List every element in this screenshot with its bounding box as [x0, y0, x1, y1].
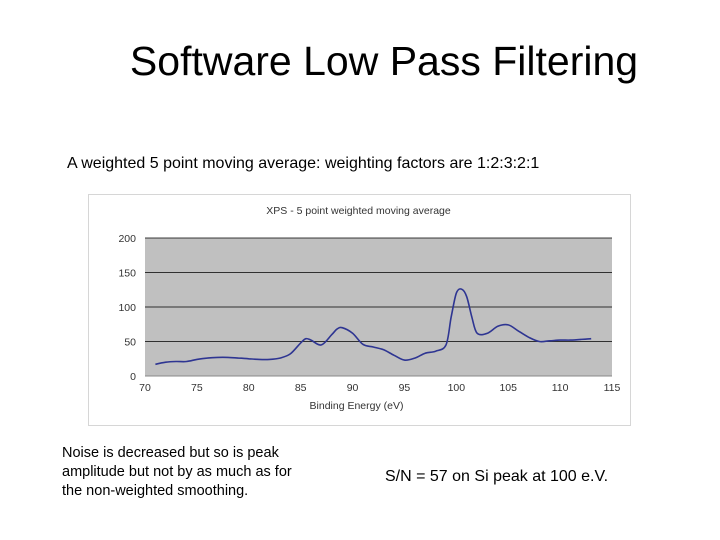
x-tick-label: 105: [499, 382, 517, 394]
note-right: S/N = 57 on Si peak at 100 e.V.: [385, 468, 609, 485]
y-tick-label: 200: [118, 233, 136, 245]
note-left: Noise is decreased but so is peak amplit…: [62, 445, 292, 499]
y-tick-label: 50: [124, 337, 136, 349]
x-tick-label: 85: [295, 382, 307, 394]
slide-title: Software Low Pass Filtering: [129, 38, 639, 84]
series-line: [155, 288, 592, 366]
x-tick-label: 80: [243, 382, 255, 394]
x-tick-label: 90: [347, 382, 359, 394]
y-tick-label: 0: [130, 371, 136, 383]
x-tick-label: 100: [448, 382, 466, 394]
y-tick-label: 100: [118, 302, 136, 314]
x-tick-label: 95: [399, 382, 411, 394]
x-axis-label: Binding Energy (eV): [310, 400, 404, 412]
x-tick-label: 70: [139, 382, 151, 394]
xps-chart: XPS - 5 point weighted moving average 0 50…: [118, 205, 621, 412]
x-tick-label: 75: [191, 382, 203, 394]
slide-subtitle: A weighted 5 point moving average: weigh…: [67, 155, 540, 172]
x-tick-label: 110: [552, 382, 569, 394]
chart-frame: XPS - 5 point weighted moving average 0 50…: [88, 194, 631, 426]
chart-title: XPS - 5 point weighted moving average: [266, 205, 451, 217]
y-tick-label: 150: [118, 268, 136, 280]
x-tick-label: 115: [604, 382, 621, 394]
